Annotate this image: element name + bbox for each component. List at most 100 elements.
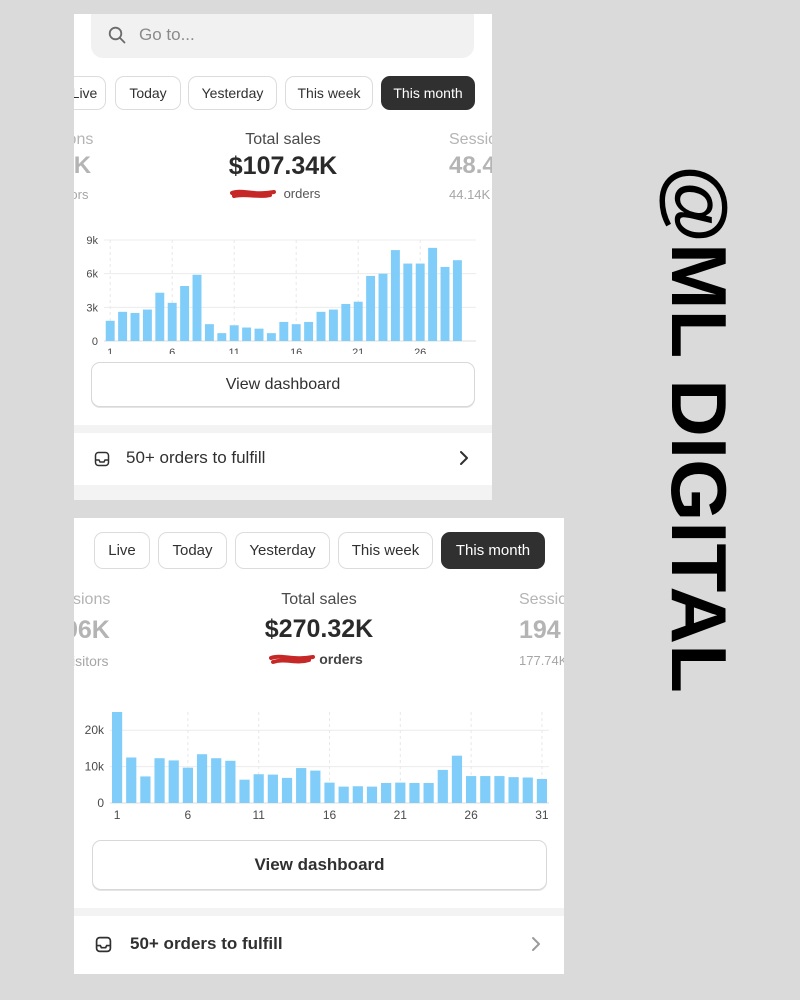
orders-to-fulfill-label: 50+ orders to fulfill <box>126 448 266 467</box>
x-tick-label: 21 <box>394 808 408 822</box>
view-dashboard-button[interactable]: View dashboard <box>92 840 547 890</box>
total-sales-title: Total sales <box>245 131 321 148</box>
x-tick-label: 11 <box>228 347 239 354</box>
search-icon <box>108 26 126 44</box>
bar <box>192 274 202 341</box>
section-divider <box>74 485 492 500</box>
bar <box>267 774 278 803</box>
bar <box>266 333 276 341</box>
bar <box>142 309 152 341</box>
bar <box>111 712 123 803</box>
bar <box>310 770 321 803</box>
bar <box>296 768 307 803</box>
total-sales-title: Total sales <box>281 591 357 608</box>
bar <box>338 786 349 803</box>
stat-title: ssions <box>74 131 94 148</box>
bar <box>196 754 208 803</box>
inbox-icon <box>95 936 112 953</box>
section-divider <box>74 908 564 916</box>
bar <box>167 302 177 341</box>
redaction-mark <box>269 654 315 664</box>
section-divider <box>74 425 492 433</box>
y-tick-label: 6k <box>86 269 98 281</box>
bar <box>341 303 351 341</box>
bar <box>254 328 264 341</box>
bar <box>225 760 236 803</box>
bar <box>451 755 463 803</box>
bar <box>229 325 239 341</box>
stat-sub: 177.74K <box>519 653 564 668</box>
x-tick-label: 16 <box>323 808 337 822</box>
bar <box>130 312 140 341</box>
tab-this-week[interactable]: This week <box>285 76 373 110</box>
tab-this-month[interactable]: This month <box>381 76 475 110</box>
bar <box>508 777 519 803</box>
total-sales-value: $270.32K <box>264 615 374 643</box>
tab-today[interactable]: Today <box>158 532 227 569</box>
bar <box>324 782 335 803</box>
y-tick-label: 9k <box>86 235 98 247</box>
brand-label: @ML DIGITAL <box>658 165 738 693</box>
bar <box>494 776 505 803</box>
bar <box>118 311 128 341</box>
bar <box>204 324 214 341</box>
bar <box>182 767 193 803</box>
y-tick-label: 3k <box>86 302 98 314</box>
tab-live[interactable]: Live <box>94 532 150 569</box>
bar <box>409 782 420 803</box>
orders-count: orders <box>219 651 419 667</box>
orders-count: orders <box>183 186 383 201</box>
chevron-right-icon <box>460 451 468 465</box>
tab-yesterday[interactable]: Yesterday <box>188 76 277 110</box>
bar <box>466 776 477 803</box>
x-tick-label: 6 <box>185 808 192 822</box>
stat-value: 194 <box>519 616 561 644</box>
bar <box>353 301 363 341</box>
view-dashboard-button[interactable]: View dashboard <box>91 362 475 407</box>
x-tick-label: 11 <box>252 808 265 822</box>
search-input[interactable]: Go to... <box>139 25 195 44</box>
search-bar[interactable]: Go to... <box>91 14 474 58</box>
stat-title: ssions <box>74 591 111 608</box>
bar <box>536 778 548 803</box>
chevron-right-icon <box>532 937 540 951</box>
sessions-stat-right: Sessio <box>519 591 564 609</box>
total-sales-value: $107.34K <box>228 152 338 180</box>
stat-sub: visitors <box>74 187 89 202</box>
tab-this-month[interactable]: This month <box>441 532 545 569</box>
tab-today[interactable]: Today <box>115 76 181 110</box>
tab-live[interactable]: Live <box>74 76 106 110</box>
x-tick-label: 6 <box>169 347 175 354</box>
visitors-left: visitors <box>74 187 138 202</box>
bar <box>480 776 491 803</box>
bar <box>366 786 378 803</box>
bar <box>126 757 137 803</box>
stat-sub: 44.14K <box>449 187 491 202</box>
orders-label: orders <box>283 186 321 201</box>
bar <box>105 320 115 341</box>
tab-yesterday[interactable]: Yesterday <box>235 532 330 569</box>
orders-to-fulfill-row[interactable]: 50+ orders to fulfill <box>74 433 492 485</box>
bar <box>403 263 413 341</box>
bar <box>390 250 400 341</box>
x-tick-label: 26 <box>464 808 478 822</box>
bar <box>316 311 326 341</box>
tab-this-week[interactable]: This week <box>338 532 433 569</box>
bar <box>366 275 376 341</box>
sessions-value-right: 194 <box>519 616 564 645</box>
bar <box>381 782 392 803</box>
stat-value: 48.4 <box>449 152 492 179</box>
bar <box>140 776 151 803</box>
sessions-sub-right: 44.14K <box>449 187 492 202</box>
redaction-mark <box>230 189 276 198</box>
bar <box>180 286 190 341</box>
bar <box>304 321 314 341</box>
sessions-sub-right: 177.74K <box>519 653 564 668</box>
orders-to-fulfill-label: 50+ orders to fulfill <box>130 934 283 953</box>
bar <box>395 782 406 803</box>
orders-to-fulfill-row[interactable]: 50+ orders to fulfill <box>74 916 564 974</box>
y-tick-label: 10k <box>85 760 105 774</box>
stat-title: Sessio <box>519 591 564 608</box>
